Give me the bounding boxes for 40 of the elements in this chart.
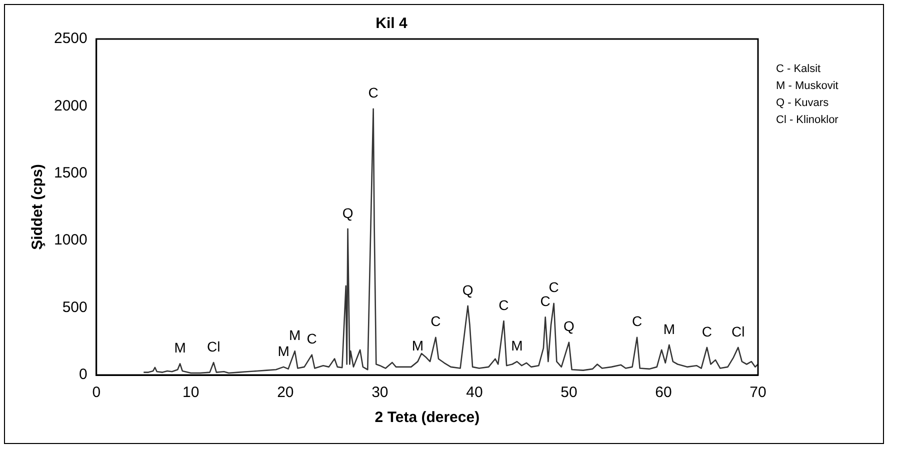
- annotation: M: [511, 337, 523, 354]
- annotation: Q: [462, 282, 474, 298]
- x-tick-label: 30: [372, 384, 388, 402]
- x-tick-label: 70: [750, 384, 766, 402]
- text: Q - Kuvars: [776, 97, 830, 110]
- annotation: M: [278, 342, 290, 359]
- y-tick-label: 1000: [54, 232, 88, 249]
- annotation: C: [430, 313, 441, 330]
- annotation: C: [540, 293, 550, 310]
- annotation: Cl: [206, 338, 220, 354]
- y-tick-label: 2000: [54, 97, 88, 114]
- y-tick-label: 0: [79, 366, 88, 384]
- x-tick-label: 0: [92, 384, 101, 402]
- annotation: C: [306, 330, 317, 347]
- annotation: C: [702, 323, 712, 340]
- y-tick-label: 500: [62, 298, 88, 316]
- x-tick-label: 50: [560, 384, 578, 402]
- annotation: Cl: [732, 323, 745, 340]
- x-tick-label: 60: [655, 384, 672, 402]
- text: M - Muskovit: [776, 80, 838, 92]
- text: C - Kalsit: [776, 63, 821, 76]
- annotation: C: [368, 84, 378, 101]
- annotation: M: [412, 337, 424, 354]
- y-axis-title: Şiddet (cps): [29, 164, 46, 250]
- x-tick-label: 20: [277, 384, 294, 402]
- x-tick-label: 40: [466, 384, 483, 402]
- x-axis-title: 2 Teta (derece): [374, 409, 480, 426]
- text: Cl - Klinoklor: [776, 114, 839, 126]
- annotation: Q: [342, 204, 354, 221]
- annotation: M: [289, 326, 301, 343]
- annotation: Q: [564, 318, 575, 334]
- y-tick-label: 2500: [54, 30, 88, 48]
- x-tick-label: 10: [182, 384, 200, 402]
- annotation: M: [663, 320, 675, 337]
- chart-title: Kil 4: [376, 15, 408, 32]
- annotation: C: [548, 279, 559, 296]
- annotation: M: [174, 340, 186, 356]
- annotation: C: [632, 313, 642, 330]
- annotation: C: [498, 296, 509, 313]
- y-tick-label: 1500: [54, 164, 88, 182]
